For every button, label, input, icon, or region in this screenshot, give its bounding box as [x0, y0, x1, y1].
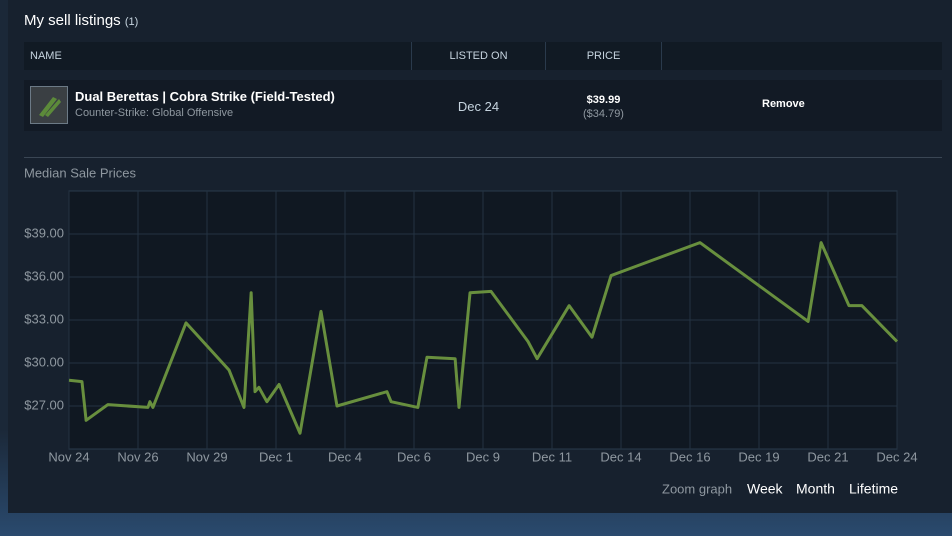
- listing-count: (1): [124, 16, 139, 28]
- table-header: NAME LISTED ON PRICE: [24, 42, 942, 70]
- header-listed: LISTED ON: [449, 50, 508, 62]
- chart-title: Median Sale Prices: [24, 165, 136, 180]
- x-tick-label: Dec 19: [738, 449, 779, 464]
- listed-date: Dec 24: [457, 99, 500, 114]
- x-tick-label: Dec 11: [532, 449, 572, 464]
- header-price: PRICE: [586, 50, 621, 62]
- zoom-week[interactable]: Week: [747, 481, 784, 497]
- x-tick-label: Dec 9: [466, 449, 500, 464]
- icon-art: [39, 97, 61, 117]
- divider: [661, 42, 662, 70]
- x-tick-label: Nov 26: [117, 449, 158, 464]
- remove-button[interactable]: Remove: [762, 98, 805, 110]
- y-tick-label: $30.00: [24, 354, 64, 369]
- zoom-label: Zoom graph: [662, 481, 732, 496]
- header-name: NAME: [30, 50, 62, 62]
- title-text: My sell listings: [24, 12, 121, 29]
- x-tick-label: Nov 24: [48, 449, 89, 464]
- y-tick-label: $36.00: [24, 268, 64, 283]
- x-tick-label: Dec 1: [259, 449, 293, 464]
- x-tick-label: Dec 6: [397, 449, 431, 464]
- game-name: Counter-Strike: Global Offensive: [75, 107, 234, 119]
- x-tick-label: Nov 29: [186, 449, 227, 464]
- divider: [545, 42, 546, 70]
- divider: [411, 42, 412, 70]
- item-name[interactable]: Dual Berettas | Cobra Strike (Field-Test…: [75, 89, 335, 104]
- x-tick-label: Dec 14: [600, 449, 641, 464]
- y-tick-label: $27.00: [24, 397, 64, 412]
- x-tick-label: Dec 16: [669, 449, 710, 464]
- zoom-month[interactable]: Month: [796, 481, 835, 497]
- price: $39.99: [586, 94, 621, 106]
- y-tick-label: $39.00: [24, 225, 64, 240]
- price-net: ($34.79): [583, 108, 624, 120]
- chart: Median Sale Prices Zoom graph Week Month…: [24, 165, 918, 497]
- listings-title: My sell listings (1): [24, 12, 138, 29]
- price-line: [68, 241, 899, 435]
- listing-row: Dual Berettas | Cobra Strike (Field-Test…: [24, 80, 942, 131]
- zoom-lifetime[interactable]: Lifetime: [849, 481, 898, 497]
- x-tick-label: Dec 21: [807, 449, 848, 464]
- separator: [24, 157, 942, 158]
- x-tick-label: Dec 24: [876, 449, 917, 464]
- x-tick-label: Dec 4: [328, 449, 362, 464]
- y-tick-label: $33.00: [24, 311, 64, 326]
- item-icon: [30, 86, 68, 124]
